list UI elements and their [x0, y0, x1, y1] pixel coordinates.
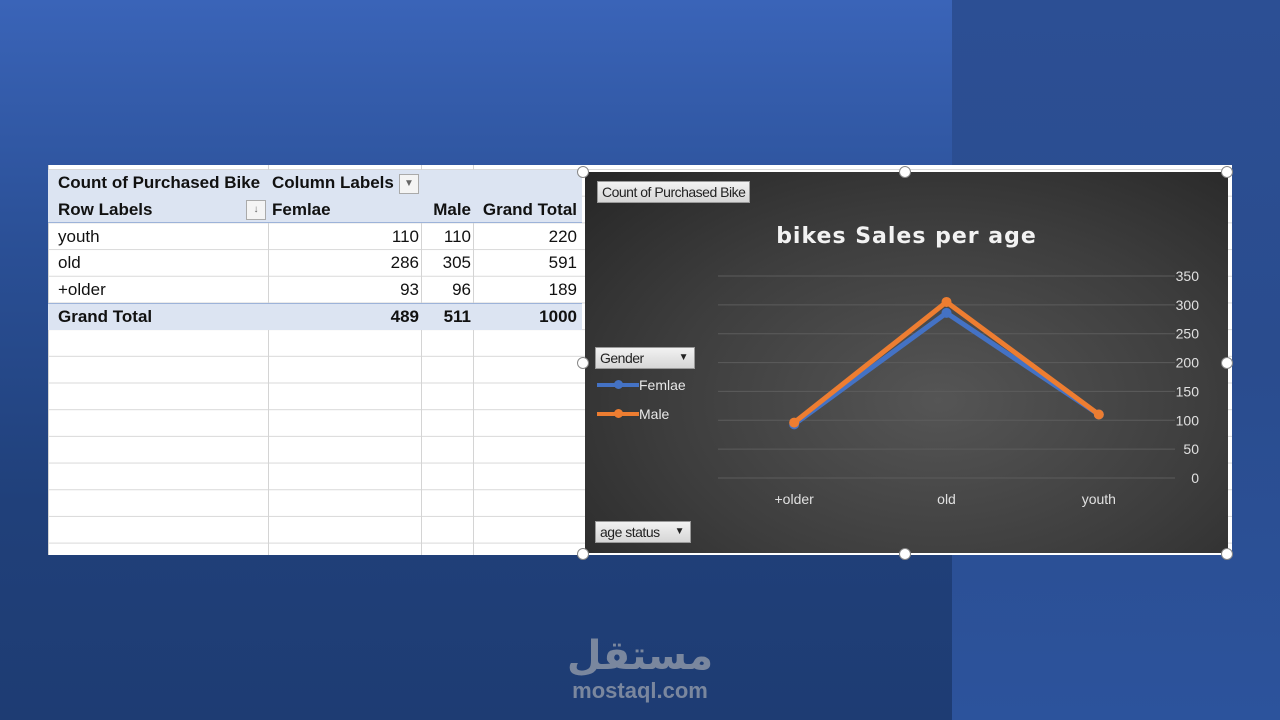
y-tick-label: 0 — [1191, 470, 1199, 486]
column-labels: Column Labels — [272, 173, 394, 193]
dropdown-arrow-icon: ▼ — [674, 526, 685, 537]
header-grand-total: Grand Total — [482, 199, 577, 219]
column-filter-dropdown-icon[interactable]: ▼ — [399, 174, 419, 194]
gender-label: Gender — [600, 350, 644, 366]
y-tick-label: 250 — [1176, 326, 1200, 342]
row-label: youth — [58, 226, 100, 246]
data-point — [789, 417, 800, 428]
row-label: Grand Total — [58, 307, 153, 327]
resize-handle[interactable] — [1221, 357, 1233, 369]
cell: 591 — [548, 253, 577, 273]
legend-label: Male — [639, 406, 670, 422]
legend-item-male: Male — [597, 406, 669, 422]
cell: 1000 — [539, 307, 577, 327]
table-row: old 286 305 591 — [48, 250, 582, 277]
data-point — [941, 307, 952, 318]
table-row: +older 93 96 189 — [48, 277, 582, 304]
x-tick-label: old — [937, 491, 956, 507]
cell: 286 — [390, 253, 419, 273]
row-label: +older — [58, 280, 106, 300]
legend-line-icon — [597, 380, 639, 389]
y-tick-label: 50 — [1183, 441, 1199, 457]
pivot-chart[interactable]: Count of Purchased Bike bikes Sales per … — [585, 172, 1228, 553]
logo-arabic: مستقل — [566, 633, 714, 679]
y-tick-label: 350 — [1176, 268, 1200, 284]
gender-filter-button[interactable]: Gender ▼ — [595, 347, 695, 369]
chart-title: bikes Sales per age — [776, 224, 1037, 249]
age-status-label: age status — [600, 524, 660, 540]
legend-line-icon — [597, 409, 639, 418]
data-point — [1093, 409, 1104, 420]
data-point — [941, 296, 952, 307]
plot-area: 0 50 100 150 200 250 300 350 +older old youth — [718, 268, 1200, 507]
resize-handle[interactable] — [577, 548, 589, 560]
resize-handle[interactable] — [1221, 166, 1233, 178]
dropdown-arrow-icon: ▼ — [678, 352, 689, 363]
cell: 96 — [452, 280, 471, 300]
resize-handle[interactable] — [1221, 548, 1233, 560]
resize-handle[interactable] — [899, 548, 911, 560]
row-labels: Row Labels — [58, 199, 153, 219]
cell: 489 — [390, 307, 419, 327]
y-tick-label: 150 — [1176, 383, 1200, 399]
pivot-header-row: Count of Purchased Bike Column Labels ▼ — [48, 170, 582, 197]
header-male: Male — [433, 199, 471, 219]
row-sort-filter-icon[interactable]: ↓ — [246, 199, 266, 220]
legend-label: Femlae — [639, 377, 686, 393]
value-field-button[interactable]: Count of Purchased Bike — [597, 181, 751, 203]
logo-latin: mostaql.com — [572, 678, 708, 703]
cell: 305 — [442, 253, 471, 273]
y-tick-label: 200 — [1176, 355, 1200, 371]
pivot-table: Count of Purchased Bike Column Labels ▼ … — [48, 170, 582, 331]
y-tick-label: 100 — [1176, 412, 1200, 428]
cell: 93 — [400, 280, 419, 300]
resize-handle[interactable] — [899, 166, 911, 178]
table-row: youth 110 110 220 — [48, 223, 582, 250]
row-label: old — [58, 253, 81, 273]
x-tick-label: +older — [775, 491, 815, 507]
grand-total-row: Grand Total 489 511 1000 — [48, 303, 582, 331]
cell: 189 — [548, 280, 577, 300]
cell: 110 — [391, 226, 419, 246]
mostaql-logo: مستقل mostaql.com — [560, 636, 720, 704]
y-tick-label: 300 — [1176, 297, 1200, 313]
cell: 220 — [548, 226, 577, 246]
age-status-filter-button[interactable]: age status ▼ — [595, 521, 691, 543]
cell: 110 — [443, 226, 471, 246]
cell: 511 — [443, 307, 471, 327]
resize-handle[interactable] — [577, 166, 589, 178]
series-line-femlae — [792, 309, 1101, 427]
x-tick-label: youth — [1082, 491, 1116, 507]
value-field-label: Count of Purchased Bike — [58, 173, 261, 193]
resize-handle[interactable] — [577, 357, 589, 369]
header-femlae: Femlae — [272, 199, 331, 219]
pivot-column-header-row: Row Labels ↓ Femlae Male Grand Total — [48, 196, 582, 224]
legend-item-femlae: Femlae — [597, 377, 686, 393]
